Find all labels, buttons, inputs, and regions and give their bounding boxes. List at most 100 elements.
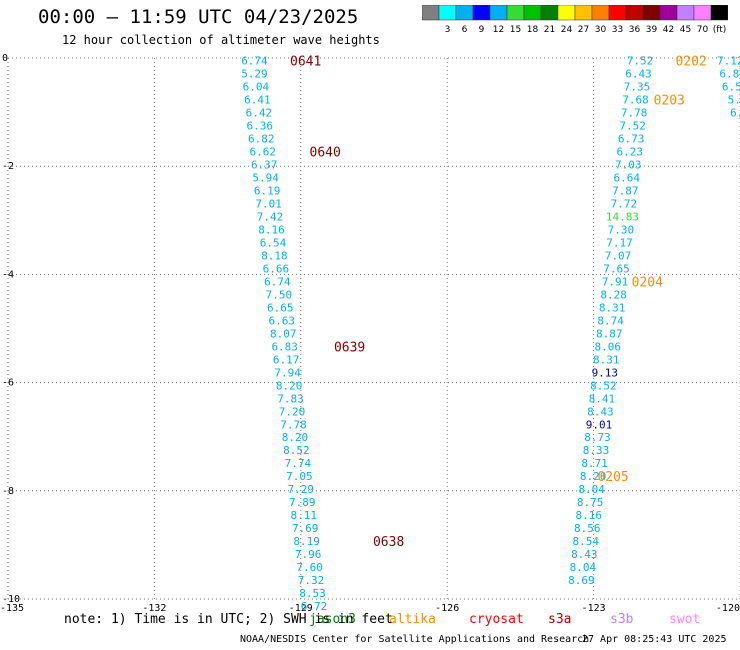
wave-height-point: 6.41 — [244, 94, 271, 107]
wave-height-point: 6.62 — [249, 146, 276, 159]
wave-height-point: 6.72 — [301, 600, 328, 612]
wave-height-point: 6.53 — [722, 81, 740, 94]
wave-height-point: 8.56 — [574, 522, 601, 535]
wave-height-point: 8.52 — [590, 379, 617, 392]
colorbar-label: 45 — [680, 25, 691, 35]
y-tick-label: -8 — [2, 486, 14, 497]
wave-height-point: 7.52 — [619, 120, 646, 133]
chart-axes: -135 -132 -129 -126 -123 -120 0 -2 -4 -6 -8 -10 — [0, 53, 740, 612]
wave-height-point: 6.65 — [267, 301, 294, 314]
colorbar-label: 30 — [595, 25, 607, 35]
wave-height-point: 7.68 — [622, 94, 649, 107]
wave-height-point: 8.11 — [290, 509, 317, 522]
wave-height-point: 7.03 — [615, 159, 642, 172]
pass-time-label: 0204 — [632, 275, 663, 290]
wave-height-point: 7.50 — [266, 288, 293, 301]
colorbar-label: 6 — [462, 25, 468, 35]
wave-height-point: 6.43 — [625, 68, 652, 81]
satellite-legend-item: s3a — [548, 612, 572, 627]
wave-height-point: 7.83 — [277, 392, 304, 405]
wave-height-point: 7.94 — [274, 366, 301, 379]
wave-height-point: 8.20 — [580, 470, 607, 483]
y-tick-label: -6 — [2, 378, 14, 389]
wave-height-point: 7.29 — [288, 483, 315, 496]
wave-height-point: 6.66 — [263, 262, 290, 275]
wave-height-point: 8.71 — [581, 457, 608, 470]
pass-time-label: 0205 — [597, 470, 628, 485]
x-tick-label: -132 — [142, 603, 166, 612]
colorbar-label: 12 — [493, 25, 504, 35]
wave-height-point: 8.69 — [568, 574, 595, 587]
x-tick-label: -129 — [289, 603, 313, 612]
y-tick-label: 0 — [2, 53, 8, 64]
y-tick-label: -10 — [2, 594, 20, 605]
wave-height-point: 7.20 — [279, 405, 306, 418]
satellite-legend: jason3 altika cryosat s3a s3b swot — [0, 612, 740, 630]
wave-height-point: 7.60 — [296, 561, 323, 574]
wave-height-point: 7.52 — [627, 55, 654, 68]
colorbar-label: (ft) — [713, 25, 727, 35]
wave-height-point: 8.20 — [276, 379, 303, 392]
wave-height-point: 6.88 — [719, 68, 740, 81]
legend-note: note: 1) Time is in UTC; 2) SWH is in fe… — [64, 612, 393, 627]
wave-height-point: 6.82 — [248, 133, 275, 146]
x-tick-label: -123 — [582, 603, 606, 612]
wave-height-point: 8.52 — [283, 444, 310, 457]
wave-height-point: 7.89 — [289, 496, 316, 509]
wave-height-point: 8.74 — [597, 314, 624, 327]
wave-height-point: 6.74 — [264, 275, 291, 288]
wave-height-point: 8.87 — [596, 327, 623, 340]
wave-height-point: 7.42 — [257, 211, 284, 224]
colorbar-label: 42 — [663, 25, 674, 35]
y-tick-label: -4 — [2, 269, 14, 280]
wave-height-point: 6.83 — [271, 340, 298, 353]
wave-height-point: 6.74 — [241, 55, 268, 68]
wave-height-point: 8.75 — [577, 496, 604, 509]
wave-height-point: 8.20 — [282, 431, 309, 444]
wave-height-point: 7.05 — [286, 470, 313, 483]
wave-height-point: 6.17 — [273, 353, 300, 366]
colorbar-label: 70 — [697, 25, 709, 35]
wave-height-point: 8.31 — [599, 301, 626, 314]
wave-height-point: 8.18 — [261, 249, 288, 262]
chart-subtitle: 12 hour collection of altimeter wave hei… — [62, 33, 380, 47]
wave-height-point: 6.19 — [254, 185, 281, 198]
x-tick-label: -135 — [0, 603, 24, 612]
wave-height-point: 7.91 — [602, 275, 629, 288]
wave-height-point: 6.36 — [247, 120, 274, 133]
wave-height-point: 5.94 — [252, 172, 279, 185]
wave-height-point: 7.35 — [624, 81, 651, 94]
colorbar-swatch — [710, 5, 728, 21]
color-scale-bar: 3 6 9 12 15 18 21 24 27 30 33 36 39 42 45 70 (ft) — [422, 5, 728, 35]
wave-height-point: 6.54 — [260, 236, 287, 249]
wave-height-point: 7.74 — [285, 457, 312, 470]
wave-height-point: 8.73 — [584, 431, 611, 444]
wave-height-point: 7.96 — [295, 548, 322, 561]
chart-marks: 6.745.296.046.416.426.366.826.626.375.94… — [241, 55, 740, 612]
wave-height-point: 8.33 — [583, 444, 610, 457]
wave-height-point: 7.69 — [292, 522, 319, 535]
satellite-legend-item: altika — [389, 612, 436, 627]
wave-height-point: 7.12 — [717, 55, 740, 68]
pass-time-label: 0638 — [373, 535, 404, 550]
wave-height-point: 7.72 — [611, 198, 638, 211]
wave-height-point: 6.73 — [618, 133, 645, 146]
wave-height-point: 8.41 — [589, 392, 616, 405]
wave-height-point: 8.04 — [570, 561, 597, 574]
wave-height-point: 6.63 — [269, 314, 296, 327]
colorbar-label: 24 — [561, 25, 573, 35]
chart-title: 00:00 — 11:59 UTC 04/23/2025 — [38, 6, 359, 28]
colorbar-label: 36 — [629, 25, 641, 35]
wave-height-point: 8.31 — [593, 353, 620, 366]
x-tick-label: -120 — [716, 603, 740, 612]
wave-height-point: 7.07 — [605, 249, 632, 262]
wave-height-point: 9.01 — [586, 418, 613, 431]
wave-height-point: 9.13 — [592, 366, 619, 379]
wave-height-point: 5.9 — [728, 94, 740, 107]
wave-height-point: 6.42 — [246, 107, 273, 120]
wave-height-point: 7.78 — [280, 418, 307, 431]
wave-height-point: 8.43 — [571, 548, 598, 561]
footer-timestamp: 27 Apr 08:25:43 UTC 2025 — [582, 634, 727, 645]
wave-height-point: 7.32 — [298, 574, 325, 587]
wave-height-point: 8.04 — [578, 483, 605, 496]
